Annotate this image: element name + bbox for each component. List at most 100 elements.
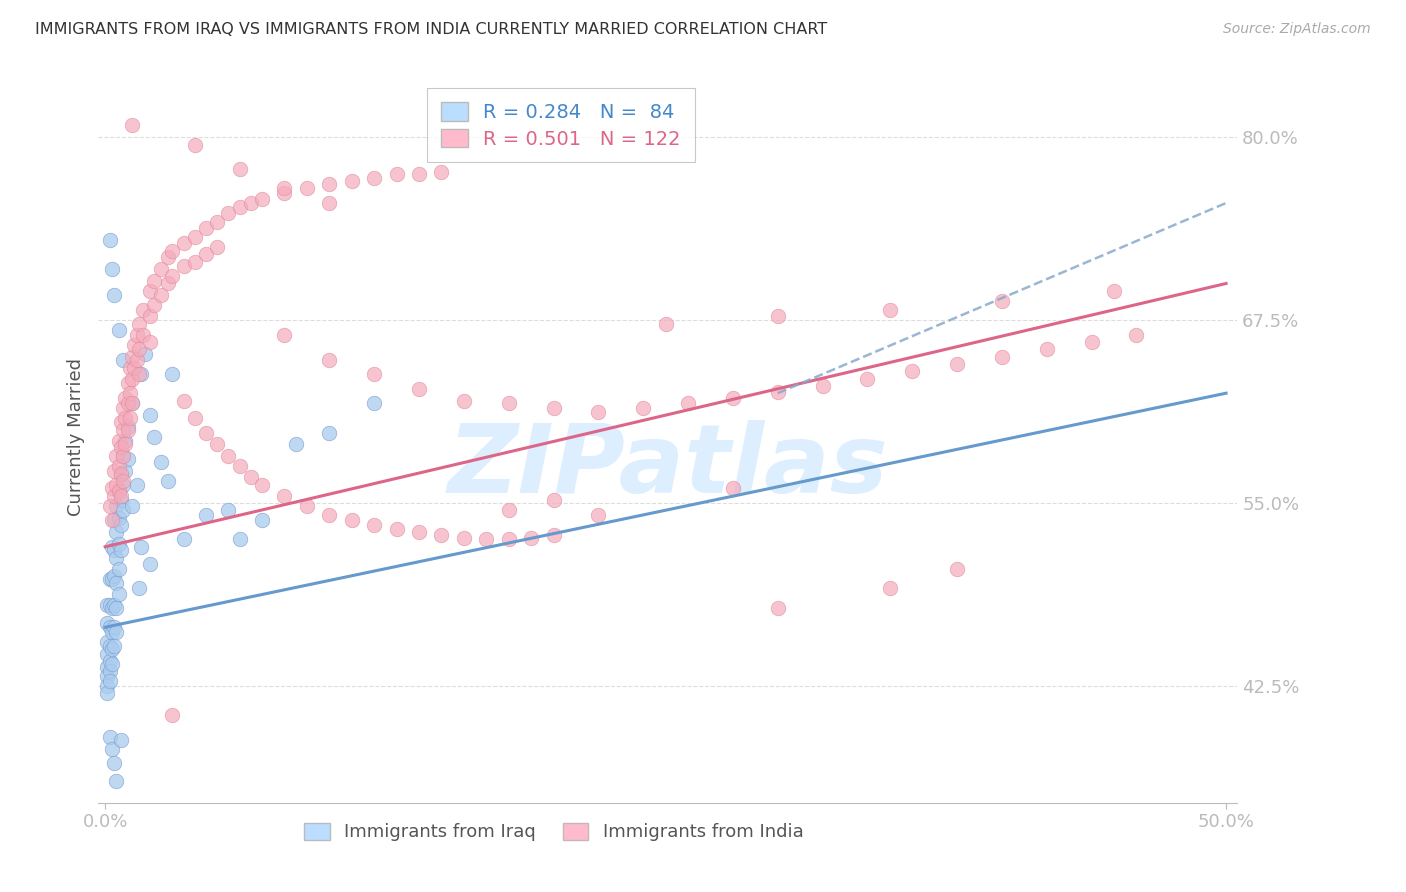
Point — [105, 551, 128, 566]
Text: IMMIGRANTS FROM IRAQ VS IMMIGRANTS FROM INDIA CURRENTLY MARRIED CORRELATION CHAR: IMMIGRANTS FROM IRAQ VS IMMIGRANTS FROM … — [35, 22, 827, 37]
Point — [588, 508, 610, 522]
Point — [105, 449, 128, 463]
Point — [107, 323, 129, 337]
Point — [475, 533, 498, 547]
Point — [110, 542, 132, 557]
Point — [134, 347, 156, 361]
Point — [112, 423, 135, 437]
Point — [110, 467, 132, 481]
Point — [110, 493, 132, 508]
Point — [105, 576, 128, 591]
Point — [107, 562, 129, 576]
Point — [128, 367, 150, 381]
Point — [98, 233, 121, 247]
Point — [96, 668, 118, 682]
Point — [173, 259, 195, 273]
Point — [239, 469, 262, 483]
Point — [363, 517, 385, 532]
Point — [103, 513, 125, 527]
Point — [132, 327, 155, 342]
Point — [295, 181, 318, 195]
Point — [101, 572, 124, 586]
Point — [766, 384, 789, 399]
Point — [96, 679, 118, 693]
Point — [112, 478, 135, 492]
Point — [363, 396, 385, 410]
Point — [112, 401, 135, 415]
Point — [156, 250, 179, 264]
Point — [112, 449, 135, 463]
Point — [363, 367, 385, 381]
Point — [105, 601, 128, 615]
Point — [150, 288, 173, 302]
Point — [184, 254, 207, 268]
Point — [273, 181, 295, 195]
Point — [139, 334, 162, 349]
Point — [125, 352, 148, 367]
Text: Source: ZipAtlas.com: Source: ZipAtlas.com — [1223, 22, 1371, 37]
Point — [96, 659, 118, 673]
Point — [107, 510, 129, 524]
Point — [143, 430, 166, 444]
Point — [430, 165, 453, 179]
Point — [98, 730, 121, 744]
Point — [96, 599, 118, 613]
Point — [110, 489, 132, 503]
Point — [110, 440, 132, 454]
Point — [139, 408, 162, 422]
Point — [207, 240, 229, 254]
Point — [588, 405, 610, 419]
Point — [139, 309, 162, 323]
Point — [118, 386, 141, 401]
Point — [110, 517, 132, 532]
Point — [273, 489, 295, 503]
Point — [207, 215, 229, 229]
Point — [654, 318, 676, 332]
Point — [114, 464, 136, 478]
Point — [453, 393, 475, 408]
Point — [295, 499, 318, 513]
Point — [766, 601, 789, 615]
Point — [103, 640, 125, 654]
Point — [184, 411, 207, 425]
Point — [103, 756, 125, 771]
Point — [114, 437, 136, 451]
Point — [991, 350, 1014, 364]
Point — [101, 261, 124, 276]
Point — [107, 484, 129, 499]
Point — [121, 396, 143, 410]
Point — [125, 478, 148, 492]
Point — [139, 558, 162, 572]
Point — [103, 542, 125, 557]
Point — [107, 586, 129, 600]
Point — [96, 615, 118, 630]
Point — [124, 361, 146, 376]
Point — [103, 569, 125, 583]
Point — [124, 338, 146, 352]
Point — [811, 379, 834, 393]
Point — [103, 489, 125, 503]
Point — [991, 293, 1014, 308]
Point — [98, 499, 121, 513]
Point — [721, 481, 744, 495]
Point — [340, 174, 363, 188]
Point — [101, 481, 124, 495]
Point — [114, 391, 136, 405]
Point — [217, 503, 239, 517]
Point — [107, 434, 129, 449]
Point — [250, 513, 273, 527]
Point — [156, 277, 179, 291]
Point — [107, 537, 129, 551]
Point — [1035, 343, 1057, 357]
Point — [128, 343, 150, 357]
Point — [408, 382, 430, 396]
Point — [498, 503, 520, 517]
Point — [121, 371, 143, 385]
Point — [98, 640, 121, 654]
Point — [118, 361, 141, 376]
Point — [217, 206, 239, 220]
Point — [901, 364, 924, 378]
Point — [318, 196, 340, 211]
Point — [721, 391, 744, 405]
Point — [195, 425, 218, 440]
